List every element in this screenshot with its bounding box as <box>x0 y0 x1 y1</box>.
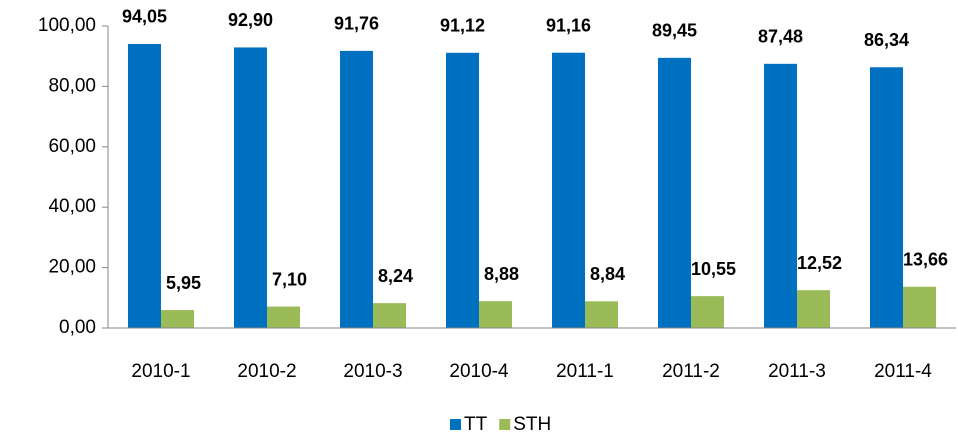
value-label: 86,34 <box>864 30 909 50</box>
bar <box>267 306 300 328</box>
value-label: 8,84 <box>590 264 625 284</box>
value-label: 92,90 <box>228 10 273 30</box>
x-tick-label: 2010-3 <box>343 361 402 382</box>
bar <box>764 63 797 329</box>
y-tick-label: 100,00 <box>38 15 96 36</box>
bar <box>479 301 512 328</box>
y-tick-label: 0,00 <box>59 317 96 338</box>
value-label: 94,05 <box>122 7 167 27</box>
x-tick-label: 2011-3 <box>768 361 826 382</box>
value-label: 91,76 <box>334 14 379 34</box>
legend-label: STH <box>513 414 551 435</box>
bar <box>128 43 161 329</box>
value-label: 91,12 <box>440 16 485 36</box>
value-label: 7,10 <box>272 269 307 289</box>
y-tick-label: 40,00 <box>48 196 96 217</box>
x-tick-label: 2010-2 <box>237 361 296 382</box>
x-tick-label: 2010-4 <box>449 361 509 382</box>
legend-label: TT <box>464 414 488 435</box>
value-label: 13,66 <box>903 249 948 269</box>
value-label: 91,16 <box>546 15 591 35</box>
value-label: 8,88 <box>484 264 519 284</box>
bar <box>552 52 585 328</box>
y-tick-label: 80,00 <box>48 75 96 96</box>
value-label: 12,52 <box>797 253 842 273</box>
value-label: 8,24 <box>378 266 413 286</box>
x-tick-label: 2011-2 <box>662 361 720 382</box>
bar <box>234 47 267 328</box>
x-tick-label: 2011-1 <box>556 361 614 382</box>
bar <box>446 52 479 329</box>
bar <box>373 303 406 328</box>
bar <box>161 310 194 328</box>
bar <box>903 286 936 328</box>
value-label: 10,55 <box>691 259 736 279</box>
bar <box>691 296 724 328</box>
x-tick-label: 2011-4 <box>874 361 932 382</box>
legend-swatch <box>499 419 511 430</box>
bar <box>870 67 903 328</box>
value-label: 89,45 <box>652 21 697 41</box>
bar <box>585 301 618 328</box>
y-tick-label: 20,00 <box>48 257 96 278</box>
value-label: 5,95 <box>166 273 201 293</box>
bar <box>797 290 830 328</box>
bar <box>658 57 691 329</box>
bar <box>340 50 373 329</box>
value-label: 87,48 <box>758 27 803 47</box>
legend-swatch <box>450 419 461 430</box>
y-tick-label: 60,00 <box>48 136 96 157</box>
x-tick-label: 2010-1 <box>131 361 190 382</box>
